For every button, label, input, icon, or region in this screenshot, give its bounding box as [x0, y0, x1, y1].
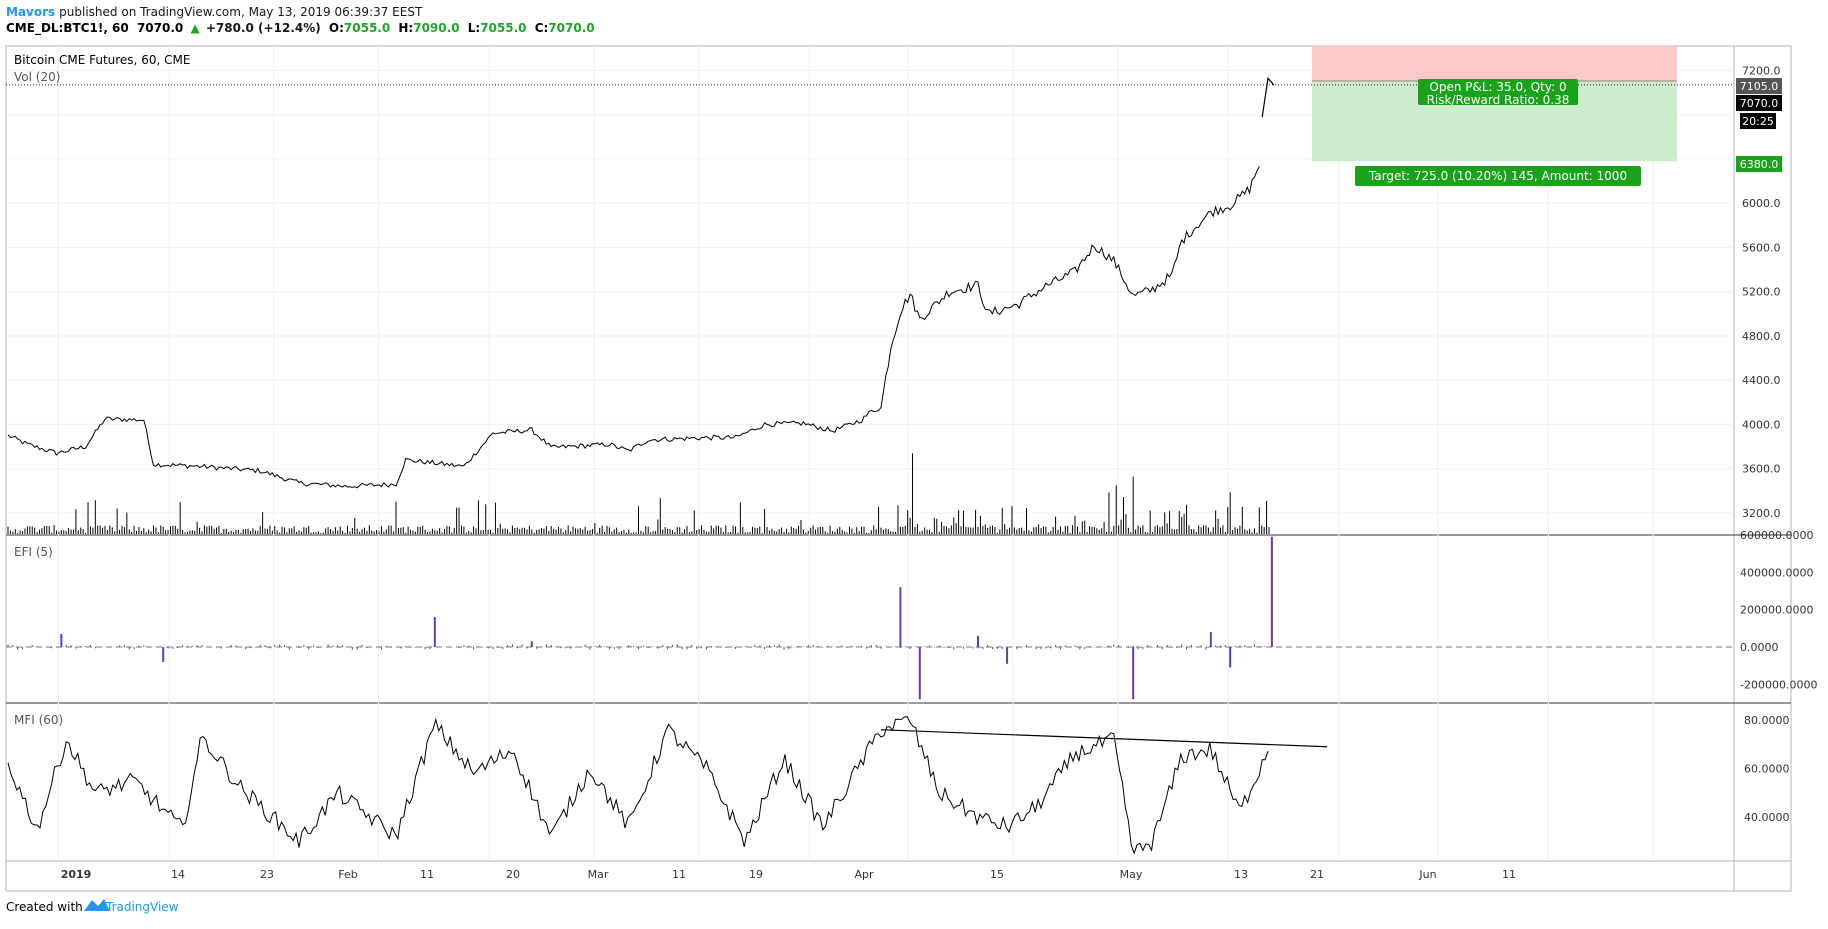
symbol-name: CME_DL:BTC1!, 60	[6, 21, 129, 36]
price-tick-label: 5200.0	[1742, 286, 1781, 299]
time-tick-label: Jun	[1418, 868, 1436, 881]
close-value: 7070.0	[548, 21, 594, 35]
time-tick-label: 19	[749, 868, 763, 881]
stop-price-tag-text: 7105.0	[1740, 80, 1779, 93]
time-tick-label: 11	[420, 868, 434, 881]
open-value: 7055.0	[344, 21, 390, 35]
published-text: published on TradingView.com, May 13, 20…	[59, 5, 423, 19]
pnl-box[interactable]	[1418, 79, 1578, 105]
time-tick-label: 13	[1234, 868, 1248, 881]
time-tick-label: 21	[1310, 868, 1324, 881]
time-tick-label: Mar	[588, 868, 609, 881]
mfi-tick-label: 40.0000	[1744, 811, 1790, 824]
close-label: C:	[535, 21, 549, 35]
time-tick-label: 11	[1502, 868, 1516, 881]
price-gap-segment	[1261, 76, 1275, 118]
countdown-tag	[1740, 113, 1776, 129]
target-price-tag-text: 6380.0	[1740, 158, 1779, 171]
mfi-tick-label: 60.0000	[1744, 763, 1790, 776]
grid	[6, 46, 1734, 861]
last-price-tag-text: 7070.0	[1740, 97, 1779, 110]
time-tick-label: 15	[990, 868, 1004, 881]
stop-price-tag	[1736, 78, 1782, 94]
time-axis: 2019 14 23 Feb 11 20 Mar 11 19 Apr 15 May 13 21 Jun 11	[61, 868, 1516, 881]
position-labels: Open P&L: 35.0, Qty: 0 Risk/Reward Ratio…	[1355, 79, 1641, 186]
tradingview-logo-icon[interactable]	[84, 899, 110, 911]
volume-indicator-title: Vol (20)	[14, 70, 60, 84]
efi-pane-title: EFI (5)	[14, 545, 53, 559]
created-with-text: Created with	[6, 900, 83, 914]
price-tick-label: 6000.0	[1742, 197, 1781, 210]
risk-zone	[1312, 46, 1677, 82]
price-line	[7, 166, 1260, 489]
price-tick-label: 3200.0	[1742, 507, 1781, 520]
time-tick-label: 23	[260, 868, 274, 881]
volume-bars	[7, 453, 1270, 534]
last-price: 7070.0	[137, 21, 183, 35]
efi-tick-label: 200000.0000	[1740, 604, 1813, 617]
efi-tick-label: 400000.0000	[1740, 566, 1813, 579]
open-label: O:	[329, 21, 344, 35]
open-pnl-label: Open P&L: 35.0, Qty: 0	[1429, 80, 1566, 94]
symbol-line: CME_DL:BTC1!, 60 7070.0 ▲ +780.0 (+12.4%…	[6, 21, 595, 36]
price-series	[7, 76, 1275, 489]
high-value: 7090.0	[413, 21, 459, 35]
mfi-pane-title: MFI (60)	[14, 713, 63, 727]
target-label: Target: 725.0 (10.20%) 145, Amount: 1000	[1368, 169, 1627, 183]
axis-tags: 7105.0 7070.0 20:25 6380.0	[1736, 78, 1782, 172]
risk-reward-label: Risk/Reward Ratio: 0.38	[1427, 93, 1570, 107]
low-label: L:	[468, 21, 480, 35]
publish-line: Mavors published on TradingView.com, May …	[6, 5, 423, 19]
price-tick-label: 3600.0	[1742, 463, 1781, 476]
price-change: +780.0 (+12.4%)	[206, 21, 321, 35]
price-tick-label: 4800.0	[1742, 330, 1781, 343]
time-tick-label: 2019	[61, 868, 92, 881]
price-tick-label: 4400.0	[1742, 374, 1781, 387]
time-tick-label: Apr	[854, 868, 874, 881]
time-tick-label: 14	[171, 868, 185, 881]
price-tick-label: 7200.0	[1742, 65, 1781, 78]
price-tick-label: 5600.0	[1742, 241, 1781, 254]
mfi-series	[7, 716, 1328, 855]
target-price-tag	[1736, 156, 1782, 172]
low-value: 7055.0	[480, 21, 526, 35]
mfi-line	[7, 716, 1269, 855]
main-pane-title: Bitcoin CME Futures, 60, CME	[14, 53, 190, 67]
author-link[interactable]: Mavors	[6, 5, 55, 19]
high-label: H:	[398, 21, 413, 35]
efi-tick-label: 600000.0000	[1740, 529, 1813, 542]
last-price-tag	[1736, 95, 1782, 111]
time-tick-label: Feb	[338, 868, 357, 881]
price-tick-label: 4000.0	[1742, 418, 1781, 431]
mfi-trendline[interactable]	[880, 729, 1328, 748]
efi-series	[6, 536, 1734, 700]
efi-tick-label: 0.0000	[1740, 641, 1779, 654]
tradingview-brand[interactable]: TradingView	[105, 900, 179, 914]
time-tick-label: May	[1120, 868, 1143, 881]
efi-tick-label: -200000.0000	[1740, 678, 1817, 691]
time-tick-label: 11	[672, 868, 686, 881]
mfi-tick-label: 80.0000	[1744, 714, 1790, 727]
price-axes: 3200.0 3600.0 4000.0 4400.0 4800.0 5200.0 5600…	[1740, 65, 1817, 825]
up-arrow-icon: ▲	[190, 21, 200, 35]
time-tick-label: 20	[506, 868, 520, 881]
target-box[interactable]	[1355, 166, 1641, 186]
countdown-text: 20:25	[1742, 115, 1774, 128]
